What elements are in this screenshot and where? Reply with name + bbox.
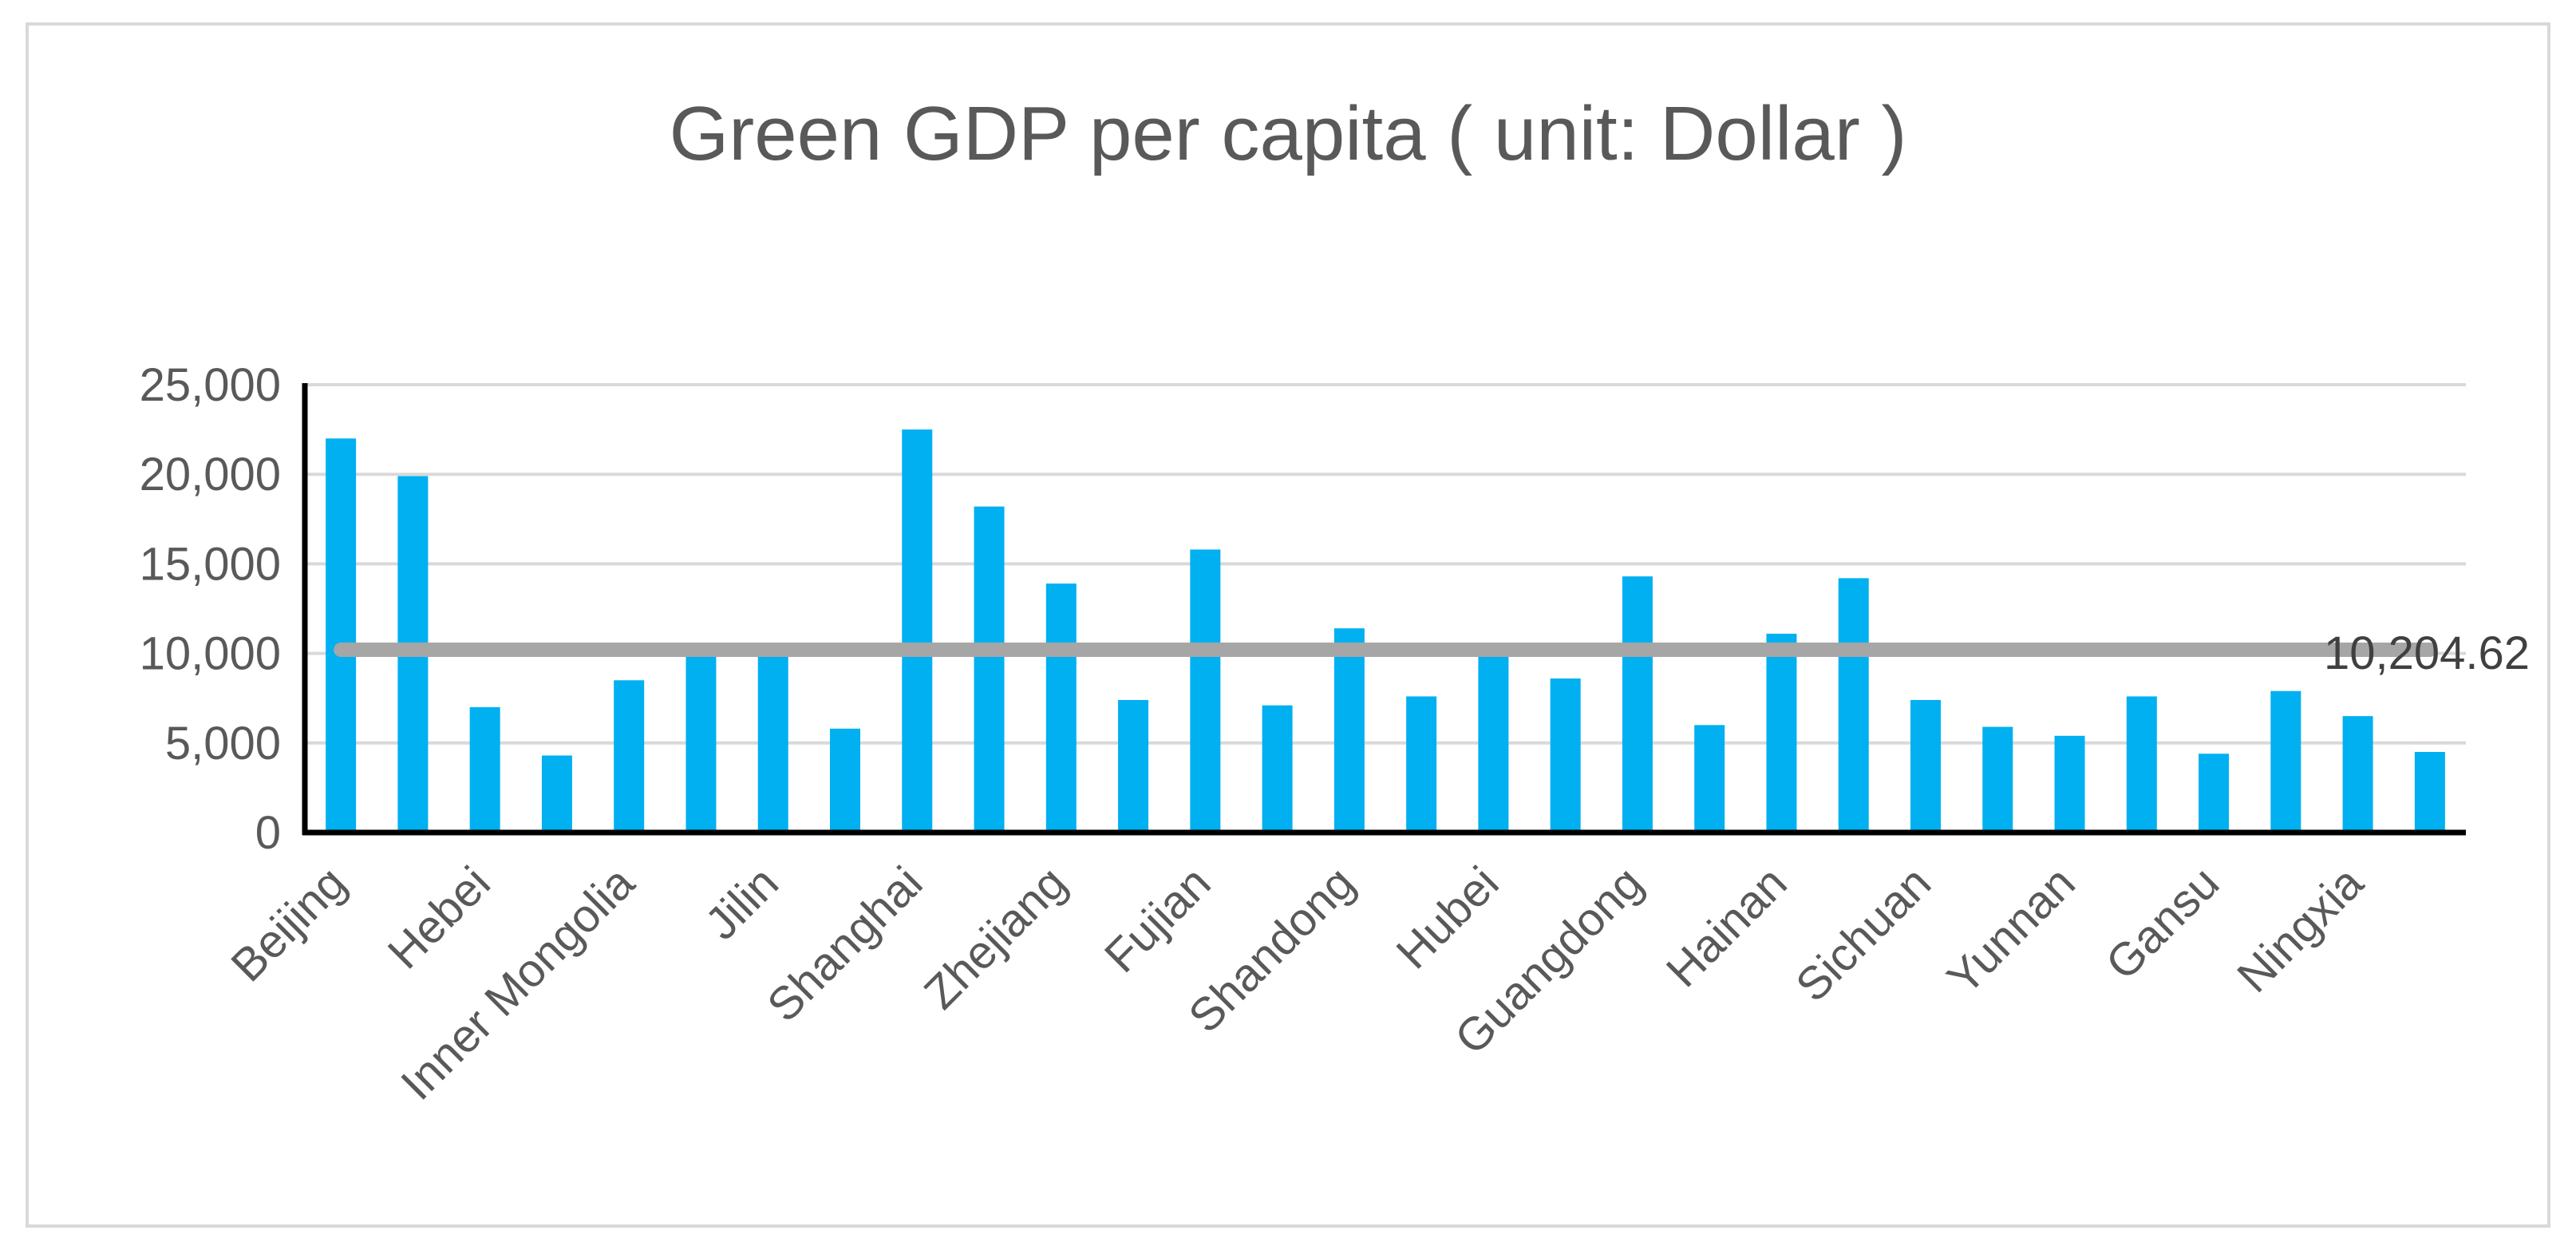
chart-border [26, 22, 2550, 1228]
bar [469, 706, 500, 833]
bar [1478, 650, 1509, 833]
y-tick-label: 25,000 [140, 359, 281, 411]
bar [1982, 726, 2013, 833]
bar [902, 429, 933, 833]
bar [326, 438, 357, 833]
y-tick-label: 10,000 [140, 628, 281, 680]
bar [974, 506, 1005, 833]
axes [302, 383, 2466, 836]
bar [541, 755, 572, 833]
bar [1190, 549, 1221, 833]
y-tick-label: 20,000 [140, 449, 281, 500]
chart-title: Green GDP per capita ( unit: Dollar ) [670, 91, 1907, 176]
bar [757, 651, 788, 833]
bar [1910, 699, 1941, 833]
bar [1694, 725, 1725, 833]
average-data-label: 10,204.62 [2324, 627, 2530, 679]
bar [614, 680, 645, 833]
bar [1333, 628, 1365, 833]
bar [2270, 690, 2301, 833]
bar [2126, 696, 2157, 833]
bar [2199, 754, 2230, 833]
y-tick-label: 15,000 [140, 538, 281, 590]
bar [1622, 576, 1653, 833]
bar [2054, 735, 2085, 833]
y-tick-label: 5,000 [165, 718, 281, 769]
bar [1262, 705, 1293, 833]
bar [1838, 578, 1869, 833]
bar [830, 728, 860, 833]
bar [2342, 716, 2373, 833]
bar [2414, 752, 2445, 833]
bar [1118, 699, 1149, 833]
bar [1406, 696, 1437, 833]
bar [1766, 633, 1797, 833]
bars [326, 429, 2445, 833]
y-axis-tick-labels: 0 5,000 10,000 15,000 20,000 25,000 [140, 359, 281, 859]
average-line-group: 10,204.62 [334, 627, 2530, 679]
bar [1550, 678, 1581, 833]
bar [685, 647, 717, 833]
y-tick-label: 0 [255, 807, 281, 859]
bar [1045, 583, 1077, 833]
